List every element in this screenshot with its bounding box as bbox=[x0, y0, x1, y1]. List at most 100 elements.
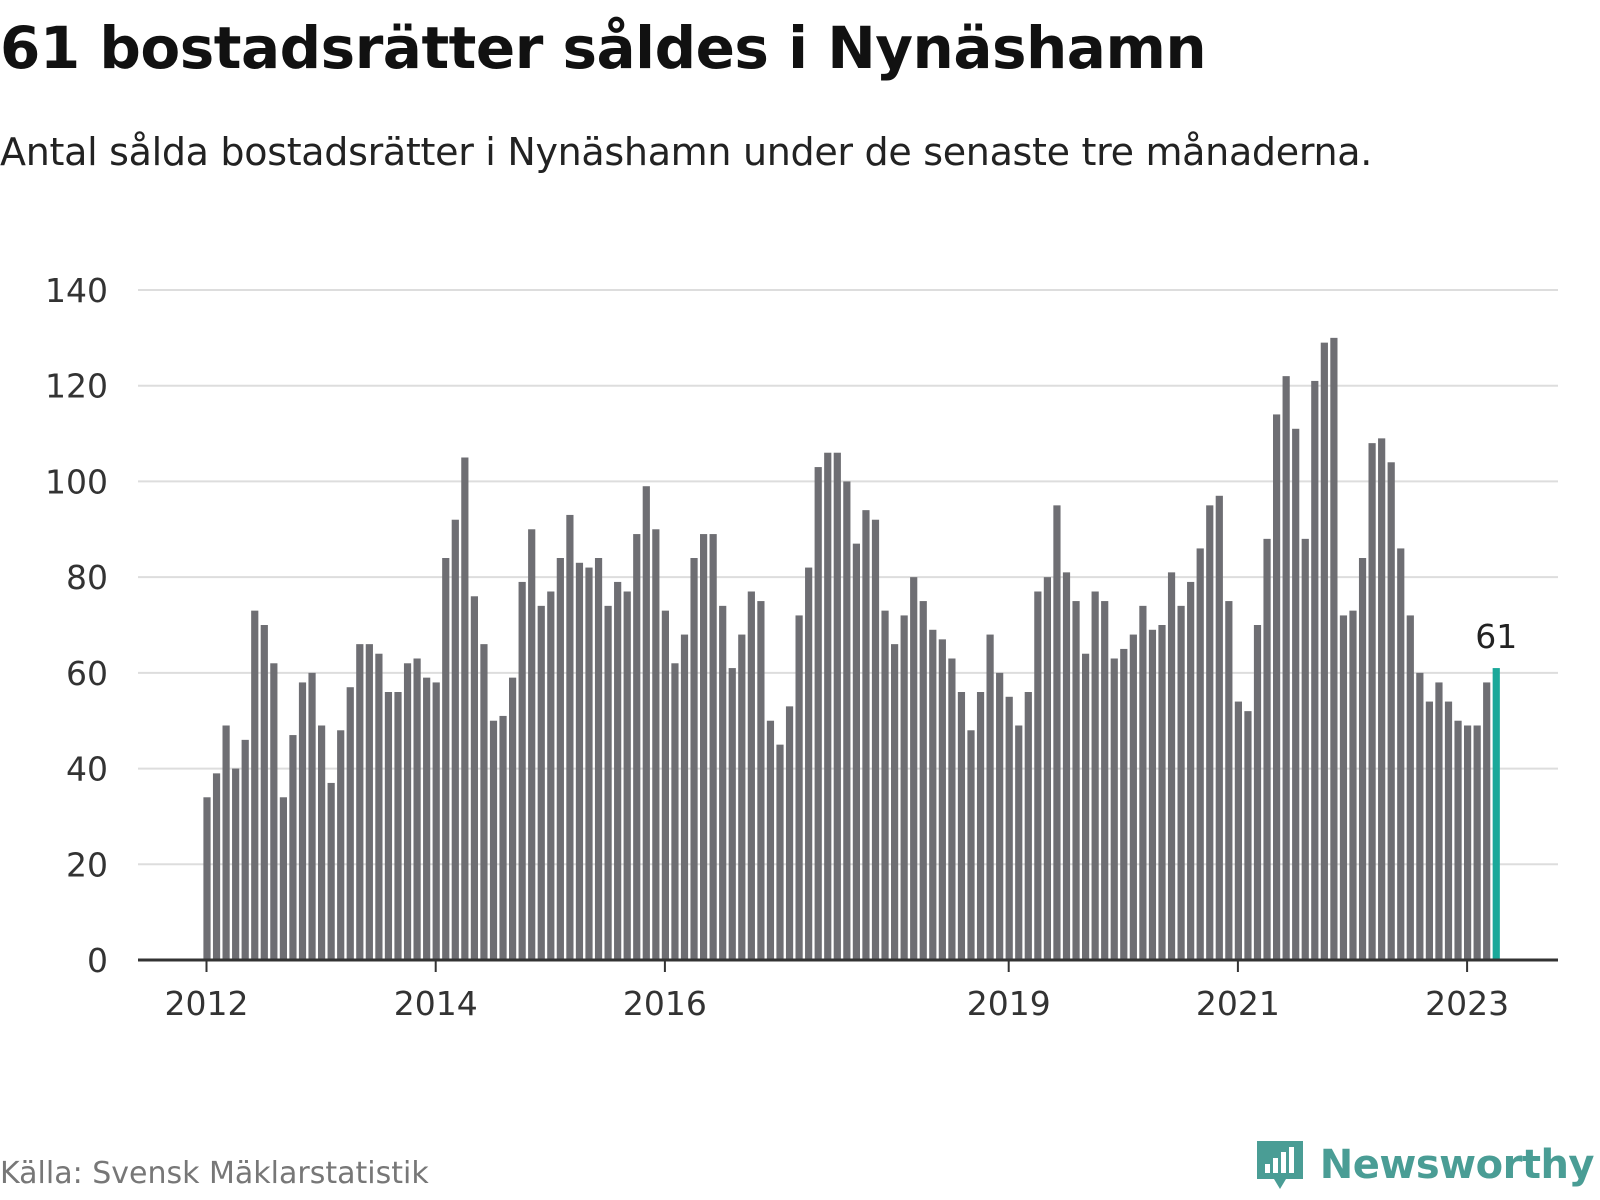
bar bbox=[681, 635, 688, 960]
bar bbox=[289, 735, 296, 960]
bar bbox=[442, 558, 449, 960]
bar bbox=[710, 534, 717, 960]
bar bbox=[1187, 582, 1194, 960]
bar bbox=[853, 544, 860, 960]
bar bbox=[1072, 601, 1079, 960]
bar bbox=[977, 692, 984, 960]
bar bbox=[433, 682, 440, 960]
bar bbox=[1445, 702, 1452, 960]
bar bbox=[1397, 548, 1404, 960]
bar bbox=[834, 453, 841, 960]
bar bbox=[261, 625, 268, 960]
bar bbox=[633, 534, 640, 960]
bar bbox=[414, 659, 421, 961]
x-tick-label: 2014 bbox=[394, 984, 478, 1023]
bar bbox=[1197, 548, 1204, 960]
bar bbox=[1149, 630, 1156, 960]
bar bbox=[328, 783, 335, 960]
y-tick-label: 140 bbox=[45, 271, 108, 310]
bar bbox=[1025, 692, 1032, 960]
bar bbox=[509, 678, 516, 960]
bar bbox=[748, 592, 755, 961]
bar bbox=[490, 721, 497, 960]
bar bbox=[1388, 462, 1395, 960]
bar bbox=[862, 510, 869, 960]
bar bbox=[872, 520, 879, 960]
x-tick-label: 2016 bbox=[623, 984, 707, 1023]
bar bbox=[1139, 606, 1146, 960]
bar bbox=[595, 558, 602, 960]
bar bbox=[1378, 438, 1385, 960]
bar bbox=[1302, 539, 1309, 960]
bar bbox=[557, 558, 564, 960]
bar bbox=[1283, 376, 1290, 960]
bar bbox=[1474, 726, 1481, 961]
bar bbox=[299, 682, 306, 960]
bar bbox=[891, 644, 898, 960]
bar bbox=[232, 769, 239, 960]
bar bbox=[1435, 682, 1442, 960]
labels: 61 bbox=[1475, 617, 1517, 656]
bar bbox=[1044, 577, 1051, 960]
bar bbox=[1053, 505, 1060, 960]
bar bbox=[920, 601, 927, 960]
highlight-value-label: 61 bbox=[1475, 617, 1517, 656]
y-tick-label: 120 bbox=[45, 367, 108, 406]
bar bbox=[347, 687, 354, 960]
bar bbox=[1063, 572, 1070, 960]
bar bbox=[643, 486, 650, 960]
bar bbox=[213, 773, 220, 960]
bar bbox=[1311, 381, 1318, 960]
bar bbox=[815, 467, 822, 960]
bar bbox=[1349, 611, 1356, 960]
y-tick-label: 0 bbox=[87, 941, 108, 980]
y-tick-label: 60 bbox=[66, 654, 108, 693]
bar bbox=[547, 592, 554, 961]
bar bbox=[1158, 625, 1165, 960]
bar bbox=[1454, 721, 1461, 960]
bar bbox=[1006, 697, 1013, 960]
bar bbox=[1178, 606, 1185, 960]
bar bbox=[738, 635, 745, 960]
bar bbox=[729, 668, 736, 960]
bar bbox=[404, 663, 411, 960]
bar bbox=[499, 716, 506, 960]
bar bbox=[1483, 682, 1490, 960]
bar bbox=[1216, 496, 1223, 960]
y-tick-label: 80 bbox=[66, 558, 108, 597]
bar bbox=[1416, 673, 1423, 960]
bar bbox=[1273, 414, 1280, 960]
x-tick-label: 2019 bbox=[967, 984, 1051, 1023]
bar bbox=[308, 673, 315, 960]
bar bbox=[385, 692, 392, 960]
bar bbox=[1321, 343, 1328, 960]
bar bbox=[1130, 635, 1137, 960]
bar bbox=[251, 611, 258, 960]
x-tick-label: 2012 bbox=[165, 984, 249, 1023]
bar bbox=[1292, 429, 1299, 960]
bar bbox=[203, 797, 210, 960]
bar bbox=[519, 582, 526, 960]
bar bbox=[967, 730, 974, 960]
bar bbox=[1464, 726, 1471, 961]
newsworthy-logo-icon bbox=[1254, 1138, 1306, 1192]
bar bbox=[1330, 338, 1337, 960]
bar bbox=[652, 529, 659, 960]
bar bbox=[366, 644, 373, 960]
y-tick-label: 20 bbox=[66, 845, 108, 884]
bar bbox=[1235, 702, 1242, 960]
y-tick-label: 40 bbox=[66, 750, 108, 789]
bar bbox=[929, 630, 936, 960]
bar bbox=[223, 726, 230, 961]
bar bbox=[480, 644, 487, 960]
bar bbox=[528, 529, 535, 960]
bar bbox=[662, 611, 669, 960]
bar bbox=[776, 745, 783, 960]
bar bbox=[824, 453, 831, 960]
bar bbox=[939, 639, 946, 960]
bar bbox=[1120, 649, 1127, 960]
bar bbox=[1168, 572, 1175, 960]
source-note: Källa: Svensk Mäklarstatistik bbox=[0, 1156, 429, 1191]
bar bbox=[1254, 625, 1261, 960]
